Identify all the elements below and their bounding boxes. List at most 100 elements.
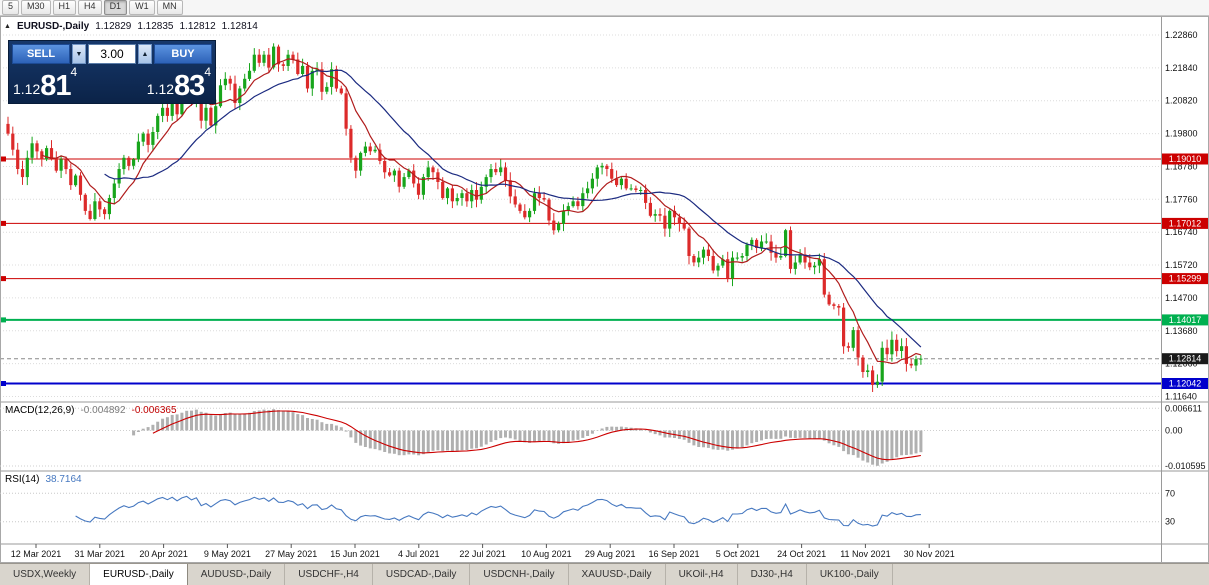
- macd-tick-label: 0.00: [1165, 426, 1183, 436]
- macd-tick-label: -0.010595: [1165, 461, 1206, 471]
- chart-tab[interactable]: USDCAD-,Daily: [373, 564, 471, 585]
- date-label: 30 Nov 2021: [904, 549, 955, 559]
- price-tick-label: 1.20820: [1165, 96, 1198, 106]
- price-tick-label: 1.16740: [1165, 227, 1198, 237]
- timeframe-toolbar: 5 M30 H1 H4 D1 W1 MN: [0, 0, 1209, 16]
- chart-tab[interactable]: AUDUSD-,Daily: [188, 564, 286, 585]
- symbol-label: EURUSD-,Daily: [16, 21, 90, 32]
- price-axis[interactable]: 1.22860 1.21840 1.20820 1.19800 1.18780 1.177…: [1162, 30, 1208, 527]
- ma-line: [41, 58, 922, 365]
- ma-line: [104, 69, 922, 348]
- buy-price-sup: 4: [204, 65, 211, 79]
- quote-high: 1.12835: [137, 21, 174, 32]
- collapse-arrow-icon[interactable]: ▲: [4, 23, 11, 30]
- timeframe-button-d1[interactable]: D1: [103, 0, 128, 15]
- macd-tick-label: 0.006611: [1165, 403, 1202, 413]
- timeframe-button-5[interactable]: 5: [2, 0, 20, 15]
- timeframe-button-mn[interactable]: MN: [156, 0, 183, 15]
- quote-low: 1.12812: [179, 21, 216, 32]
- buy-button[interactable]: BUY: [154, 44, 212, 64]
- quote-close: 1.12814: [221, 21, 258, 32]
- chart-tab[interactable]: USDCHF-,H4: [285, 564, 373, 585]
- price-tick-label: 1.19800: [1165, 129, 1198, 139]
- chart-tab[interactable]: XAUUSD-,Daily: [569, 564, 666, 585]
- chart-tab[interactable]: UK100-,Daily: [807, 564, 893, 585]
- date-label: 10 Aug 2021: [521, 549, 572, 559]
- level-handle[interactable]: [1, 220, 6, 226]
- date-label: 9 May 2021: [204, 549, 251, 559]
- rsi-tick-label: 70: [1165, 488, 1175, 498]
- price-tag: [1162, 314, 1208, 326]
- level-handle[interactable]: [1, 156, 6, 162]
- one-click-trading-panel: SELL ▼ 3.00 ▲ BUY 1.12 81 4 1.12 83 4: [8, 40, 216, 104]
- macd-signal-line: [152, 410, 921, 461]
- rsi-tick-label: 30: [1165, 517, 1175, 527]
- price-tag: [1162, 353, 1208, 365]
- timeframe-button-h4[interactable]: H4: [78, 0, 102, 15]
- sell-price-big: 81: [40, 70, 71, 102]
- rsi-name: RSI(14): [5, 474, 40, 485]
- rsi-line: [75, 495, 921, 527]
- chart-tab[interactable]: UKOil-,H4: [666, 564, 738, 585]
- price-tick-label: 1.14700: [1165, 293, 1198, 303]
- sell-price-sup: 4: [70, 65, 78, 79]
- date-label: 27 May 2021: [265, 549, 317, 559]
- chart-tabs-bar: USDX,Weekly EURUSD-,Daily AUDUSD-,Daily USD…: [0, 563, 1209, 585]
- price-tag: [1162, 217, 1208, 229]
- date-label: 11 Nov 2021: [840, 549, 890, 559]
- quote-open: 1.12829: [95, 21, 132, 32]
- level-handle[interactable]: [1, 276, 6, 282]
- sell-price-prefix: 1.12: [13, 81, 41, 97]
- price-tag-label: 1.15299: [1169, 274, 1202, 284]
- macd-main-value: -0.004892: [80, 405, 126, 416]
- date-label: 16 Sep 2021: [648, 549, 699, 559]
- date-label: 15 Jun 2021: [330, 549, 380, 559]
- sell-price[interactable]: 1.12 81 4: [13, 64, 77, 102]
- chart-tab[interactable]: USDX,Weekly: [0, 564, 91, 585]
- rsi-pane: [0, 492, 1161, 527]
- macd-signal-value: -0.006365: [131, 405, 177, 416]
- price-tag: [1162, 378, 1208, 389]
- rsi-value: 38.7164: [45, 474, 82, 485]
- chart-tab[interactable]: EURUSD-,Daily: [90, 564, 188, 585]
- price-tag-label: 1.17012: [1169, 218, 1202, 228]
- chart-canvas[interactable]: 1.22860 1.21840 1.20820 1.19800 1.18780 1.177…: [0, 16, 1209, 563]
- date-label: 31 Mar 2021: [75, 549, 126, 559]
- buy-price-big: 83: [174, 70, 205, 102]
- rsi-pane-label: RSI(14) 38.7164: [5, 474, 82, 485]
- timeframe-button-w1[interactable]: W1: [129, 0, 155, 15]
- chart-tab[interactable]: DJ30-,H4: [738, 564, 807, 585]
- buy-price-prefix: 1.12: [146, 81, 175, 97]
- date-label: 24 Oct 2021: [777, 549, 826, 559]
- macd-histogram: [132, 409, 923, 466]
- timeframe-button-m30[interactable]: M30: [21, 0, 51, 15]
- sell-button[interactable]: SELL: [12, 44, 70, 64]
- buy-price[interactable]: 1.12 83 4: [147, 64, 211, 102]
- date-label: 20 Apr 2021: [139, 549, 188, 559]
- price-tag-label: 1.12042: [1169, 379, 1202, 389]
- chart-tab[interactable]: USDCNH-,Daily: [470, 564, 569, 585]
- timeframe-button-h1[interactable]: H1: [52, 0, 77, 15]
- macd-pane: [0, 407, 1161, 467]
- price-tag-label: 1.12814: [1169, 354, 1202, 364]
- volume-input[interactable]: 3.00: [88, 44, 136, 64]
- price-tag-label: 1.19010: [1169, 154, 1202, 164]
- date-label: 22 Jul 2021: [459, 549, 506, 559]
- price-level-lines[interactable]: [0, 156, 1161, 387]
- time-axis[interactable]: 12 Mar 2021 31 Mar 2021 20 Apr 2021 9 May 2…: [11, 544, 955, 559]
- level-handle[interactable]: [1, 317, 6, 323]
- date-label: 12 Mar 2021: [11, 549, 62, 559]
- price-tag-label: 1.14017: [1169, 315, 1202, 325]
- volume-up-button[interactable]: ▲: [138, 44, 152, 64]
- price-tick-label: 1.15720: [1165, 260, 1198, 270]
- date-label: 4 Jul 2021: [398, 549, 440, 559]
- price-tick-label: 1.11640: [1165, 392, 1197, 402]
- price-tick-label: 1.21840: [1165, 63, 1198, 73]
- level-handle[interactable]: [1, 381, 6, 386]
- volume-down-button[interactable]: ▼: [72, 44, 86, 64]
- quote-header: ▲ EURUSD-,Daily 1.12829 1.12835 1.12812 …: [4, 21, 258, 32]
- price-tick-label: 1.13680: [1165, 326, 1198, 336]
- macd-name: MACD(12,26,9): [5, 405, 75, 416]
- price-tag: [1162, 273, 1208, 285]
